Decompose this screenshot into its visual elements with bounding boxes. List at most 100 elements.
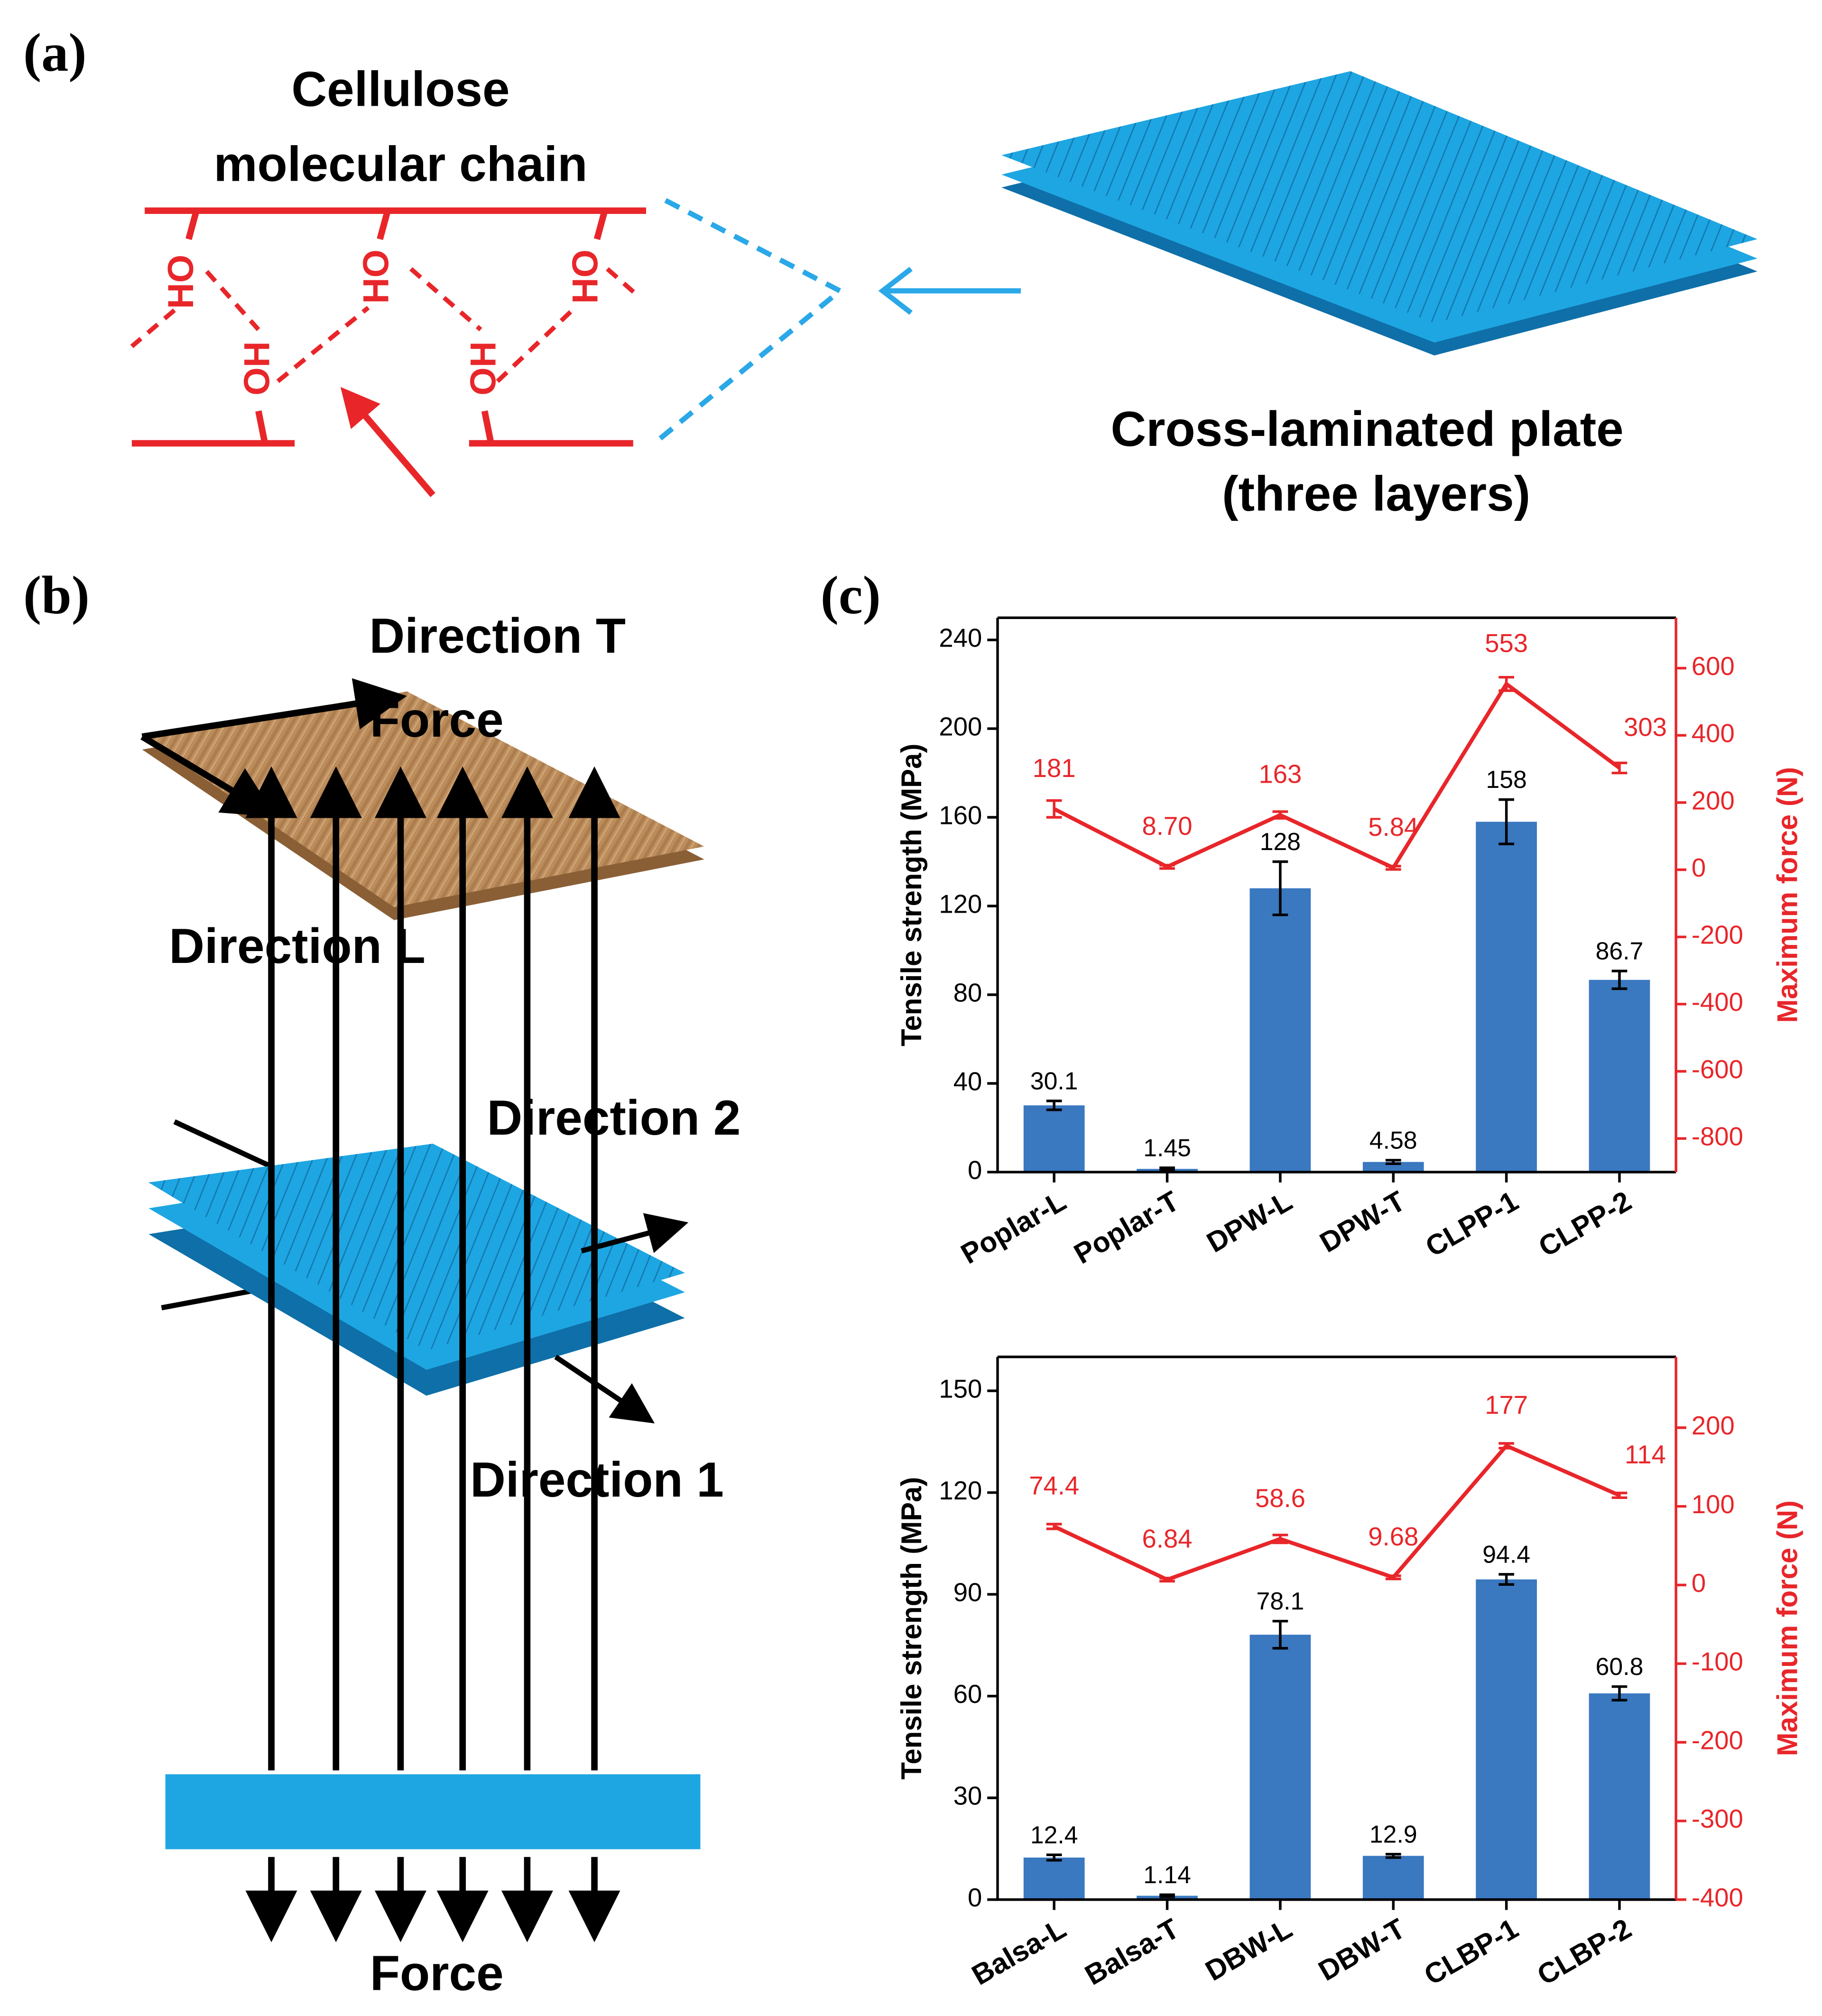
line <box>1053 1443 1620 1582</box>
x-tick-label: DPW-L <box>1202 1185 1298 1259</box>
data-label: 128 <box>1260 828 1301 855</box>
y-axis-label: Tensile strength (MPa) <box>896 744 927 1046</box>
error-bar <box>1498 675 1514 692</box>
y-tick-label: 120 <box>939 1476 982 1505</box>
error-bar <box>1159 1166 1175 1172</box>
direction-label: Direction T <box>370 608 626 663</box>
force-label: Force <box>370 1945 504 2000</box>
data-label: 5.84 <box>1368 813 1418 842</box>
x-tick-label: DBW-L <box>1200 1913 1297 1987</box>
y-tick-label: 90 <box>953 1578 982 1607</box>
data-label: 60.8 <box>1596 1653 1644 1680</box>
y2-tick-label: -200 <box>1692 921 1743 950</box>
x-tick-label: CLPP-1 <box>1420 1185 1524 1263</box>
bar <box>1249 888 1311 1172</box>
y2-tick-label: -200 <box>1692 1726 1743 1755</box>
panel-label: (c) <box>821 565 881 625</box>
data-label: 4.58 <box>1369 1126 1417 1154</box>
direction-label: Direction L <box>169 918 425 973</box>
y2-tick-label: 100 <box>1692 1490 1735 1519</box>
error-bar <box>1385 1853 1401 1859</box>
y-tick-label: 0 <box>968 1156 982 1184</box>
axis <box>996 618 1676 1174</box>
bar <box>1023 1105 1085 1172</box>
data-label: 30.1 <box>1030 1067 1078 1094</box>
x-tick-label: Balsa-T <box>1080 1913 1184 1991</box>
y2-tick-label: -300 <box>1692 1804 1743 1833</box>
x-tick-label: DPW-T <box>1314 1185 1411 1259</box>
error-bar <box>1272 810 1288 820</box>
data-label: 78.1 <box>1257 1587 1304 1615</box>
y-tick-label: 240 <box>939 623 982 652</box>
bar <box>1249 1635 1311 1900</box>
error-bar <box>1498 1442 1514 1450</box>
bar <box>1589 1693 1650 1900</box>
data-label: 181 <box>1033 754 1076 783</box>
data-label: 1.45 <box>1143 1134 1191 1161</box>
x-tick-label: CLPP-2 <box>1533 1185 1637 1263</box>
error-bar <box>1272 1534 1288 1544</box>
axis <box>996 1357 1676 1901</box>
hydroxyl: HO <box>565 250 606 304</box>
x-tick-label: Poplar-L <box>955 1185 1071 1270</box>
hydroxyl: OH <box>463 341 503 395</box>
bar <box>1023 1857 1085 1900</box>
plate-3d <box>148 1144 685 1396</box>
y-tick-label: 200 <box>939 712 982 741</box>
error-bar <box>1611 1491 1628 1499</box>
plate-title: Cross-laminated plate <box>1110 401 1623 456</box>
error-bar <box>1498 1573 1514 1586</box>
chain-title: molecular chain <box>213 137 587 192</box>
y2-axis-label: Maximum force (N) <box>1772 1500 1804 1756</box>
y2-tick-label: 200 <box>1692 1411 1735 1440</box>
direction-arrows <box>140 678 407 817</box>
y-tick-label: 30 <box>953 1782 982 1811</box>
y-tick-label: 160 <box>939 801 982 830</box>
y-axis-label: Tensile strength (MPa) <box>896 1477 927 1780</box>
hydroxyl: HO <box>161 255 201 309</box>
error-bar <box>1385 865 1401 871</box>
data-label: 12.9 <box>1369 1820 1417 1848</box>
direction-arrows <box>161 1119 279 1311</box>
y2-tick-label: -400 <box>1692 1883 1743 1912</box>
y-tick-label: 120 <box>939 889 982 918</box>
error-bar <box>1611 761 1628 775</box>
bar <box>1362 1856 1424 1900</box>
bar <box>1476 1579 1537 1900</box>
error-bar <box>1046 1100 1062 1111</box>
data-label: 9.68 <box>1368 1522 1418 1551</box>
x-tick-label: CLBP-1 <box>1419 1913 1524 1991</box>
y-tick-label: 0 <box>968 1883 982 1912</box>
error-bar <box>1159 1893 1175 1898</box>
data-label: 94.4 <box>1482 1540 1530 1568</box>
y2-tick-label: 600 <box>1692 652 1735 681</box>
data-label: 163 <box>1258 760 1302 789</box>
data-label: 303 <box>1624 713 1667 742</box>
hydroxyl: HO <box>356 250 396 304</box>
line <box>1053 681 1621 870</box>
error-bar <box>1385 1574 1401 1581</box>
data-label: 114 <box>1625 1440 1666 1469</box>
data-label: 86.7 <box>1596 937 1644 965</box>
y2-tick-label: -400 <box>1692 988 1743 1017</box>
bar <box>1476 822 1537 1172</box>
bar <box>1589 980 1650 1172</box>
data-label: 158 <box>1486 766 1526 793</box>
y2-axis-label: Maximum force (N) <box>1772 767 1804 1023</box>
error-bar <box>1498 798 1514 845</box>
data-label: 12.4 <box>1030 1821 1078 1849</box>
chain-title: Cellulose <box>291 62 509 117</box>
error-bar <box>1272 1619 1288 1650</box>
data-label: 74.4 <box>1029 1471 1079 1500</box>
error-bar <box>1272 860 1288 916</box>
error-bar <box>1159 1576 1175 1583</box>
bar <box>1362 1162 1424 1172</box>
y2-tick-label: 0 <box>1692 853 1706 882</box>
specimen <box>165 1774 701 1850</box>
error-bar <box>1159 864 1175 870</box>
panel-label: (b) <box>23 565 90 625</box>
x-tick-label: CLBP-2 <box>1532 1913 1637 1991</box>
x-tick-label: Poplar-T <box>1069 1185 1184 1270</box>
chain <box>130 207 647 497</box>
